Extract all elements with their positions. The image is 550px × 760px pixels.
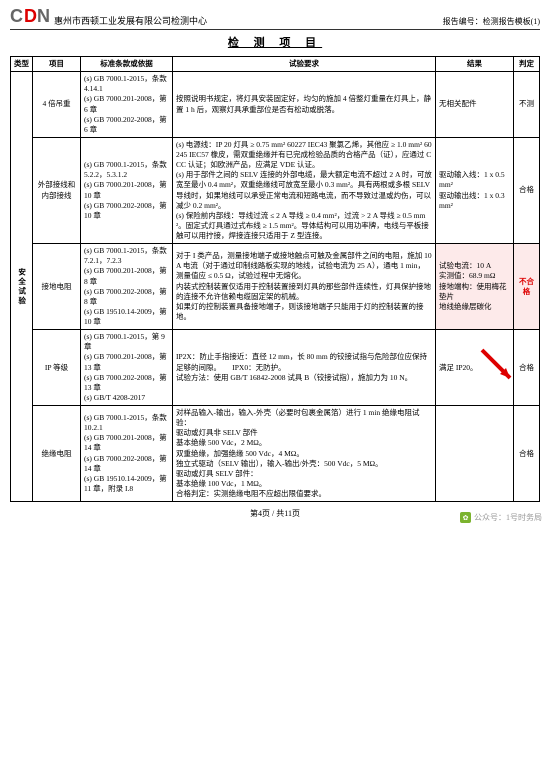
table-row: 接地电阻(s) GB 7000.1-2015，条款 7.2.1，7.2.3 (s… [11,244,540,330]
requirement-cell: (s) 电源线：IP 20 灯具 ≥ 0.75 mm² 60227 IEC43 … [173,137,436,243]
watermark-text: 公众号：1号时务局 [474,512,542,523]
judge-cell: 合格 [514,330,540,406]
table-row: 绝缘电阻(s) GB 7000.1-2015，条款 10.2.1 (s) GB … [11,406,540,502]
category-cell: 安全试验 [11,72,33,502]
item-cell: 接地电阻 [33,244,81,330]
table-row: IP 等级(s) GB 7000.1-2015，第 9 章 (s) GB 700… [11,330,540,406]
section-title: 检 测 项 目 [10,34,540,50]
basis-cell: (s) GB 7000.1-2015，条款 10.2.1 (s) GB 7000… [81,406,173,502]
col-result: 结果 [436,57,514,72]
report-number: 报告编号：检测报告模板(1) [443,16,540,27]
judge-cell: 合格 [514,137,540,243]
item-cell: IP 等级 [33,330,81,406]
logo-letter-n: N [37,6,50,27]
test-items-table: 类型 项目 标准条款或依据 试验要求 结果 判定 安全试验4 倍吊重(s) GB… [10,56,540,502]
requirement-cell: 对于 I 类产品，测量接地端子或接地触点可触及金属部件之间的电阻，施加 10 A… [173,244,436,330]
col-item: 项目 [33,57,81,72]
result-cell: 试验电流：10 A 实测值：68.9 mΩ 接地端构：使用梅花垫片 地线绝缘层碳… [436,244,514,330]
company-name: 惠州市西顿工业发展有限公司检测中心 [54,14,207,27]
item-cell: 外部接线和内部接线 [33,137,81,243]
logo-letter-d: D [24,6,37,27]
result-cell [436,406,514,502]
col-basis: 标准条款或依据 [81,57,173,72]
table-row: 外部接线和内部接线(s) GB 7000.1-2015，条款 5.2.2，5.3… [11,137,540,243]
requirement-cell: 按照说明书规定，将灯具安装固定好，均匀的施加 4 倍整灯重量在灯具上，静置 1 … [173,72,436,138]
result-cell: 无相关配件 [436,72,514,138]
basis-cell: (s) GB 7000.1-2015，第 9 章 (s) GB 7000.201… [81,330,173,406]
wechat-icon: ✿ [460,512,471,523]
col-judge: 判定 [514,57,540,72]
judge-cell: 不测 [514,72,540,138]
item-cell: 4 倍吊重 [33,72,81,138]
basis-cell: (s) GB 7000.1-2015，条款 4.14.1 (s) GB 7000… [81,72,173,138]
item-cell: 绝缘电阻 [33,406,81,502]
col-type: 类型 [11,57,33,72]
table-row: 安全试验4 倍吊重(s) GB 7000.1-2015，条款 4.14.1 (s… [11,72,540,138]
basis-cell: (s) GB 7000.1-2015，条款 7.2.1，7.2.3 (s) GB… [81,244,173,330]
judge-cell: 不合格 [514,244,540,330]
judge-cell: 合格 [514,406,540,502]
watermark: ✿ 公众号：1号时务局 [460,512,542,523]
table-header-row: 类型 项目 标准条款或依据 试验要求 结果 判定 [11,57,540,72]
page-header: C D N 惠州市西顿工业发展有限公司检测中心 报告编号：检测报告模板(1) [10,6,540,30]
result-cell: 驱动输入线：1 x 0.5 mm² 驱动输出线：1 x 0.3 mm² [436,137,514,243]
col-req: 试验要求 [173,57,436,72]
logo-block: C D N 惠州市西顿工业发展有限公司检测中心 [10,6,207,27]
result-cell: 满足 IP20。 [436,330,514,406]
requirement-cell: IP2X：防止手指接近：直径 12 mm，长 80 mm 的铰接试指与危险部位应… [173,330,436,406]
requirement-cell: 对样品输入-输出，输入-外壳（必要时包裹金属箔）进行 1 min 绝缘电阻试验：… [173,406,436,502]
basis-cell: (s) GB 7000.1-2015，条款 5.2.2，5.3.1.2 (s) … [81,137,173,243]
logo-letter-c: C [10,6,24,27]
